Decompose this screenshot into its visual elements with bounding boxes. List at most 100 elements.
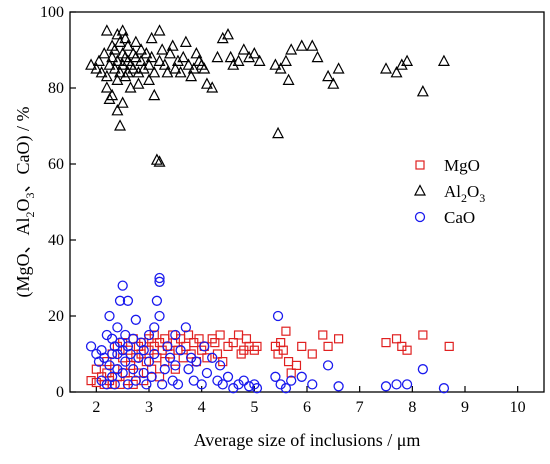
cao-point xyxy=(104,310,115,322)
al2o3-point xyxy=(332,62,345,74)
al2o3-point xyxy=(90,62,103,74)
mgo-point xyxy=(283,357,294,367)
x-tick-label: 2 xyxy=(92,399,100,416)
al2o3-point xyxy=(114,35,127,48)
al2o3-point xyxy=(129,35,142,48)
al2o3-point xyxy=(222,28,234,40)
al2o3-point xyxy=(98,47,111,59)
y-tick-label: 0 xyxy=(56,384,64,401)
cao-point xyxy=(286,375,297,386)
al2o3-point xyxy=(200,77,213,89)
al2o3-point xyxy=(156,43,169,55)
cao-point xyxy=(438,383,450,394)
al2o3-point xyxy=(121,66,134,78)
cao-point xyxy=(106,371,118,382)
mgo-point xyxy=(141,357,151,367)
cao-point xyxy=(401,379,413,390)
al2o3-point xyxy=(306,39,319,51)
cao-point xyxy=(391,379,402,390)
al2o3-point xyxy=(237,43,250,55)
cao-point xyxy=(112,348,123,360)
series-layer xyxy=(85,24,454,394)
cao-point xyxy=(275,379,286,390)
cao-point xyxy=(217,379,228,390)
cao-point xyxy=(185,352,197,363)
al2o3-point xyxy=(132,66,145,78)
al2o3-point xyxy=(119,31,132,44)
cao-point xyxy=(130,314,141,325)
al2o3-point xyxy=(143,73,155,86)
cao-point xyxy=(106,348,118,360)
mgo-point xyxy=(86,376,96,386)
cao-point xyxy=(146,371,157,382)
al2o3-point xyxy=(171,54,184,67)
cao-point xyxy=(238,375,249,386)
y-axis-ticks: 0 20 40 60 80 100 xyxy=(40,4,76,401)
cao-point xyxy=(333,381,344,392)
mgo-point xyxy=(323,341,333,351)
al2o3-point xyxy=(269,58,282,70)
mgo-point xyxy=(215,330,225,340)
cao-point xyxy=(280,383,292,394)
al2o3-point xyxy=(327,77,340,89)
cao-point xyxy=(149,322,160,333)
mgo-point xyxy=(297,341,307,351)
cao-point xyxy=(133,352,144,363)
al2o3-point xyxy=(135,43,148,55)
al2o3-point xyxy=(395,58,408,70)
cao-point xyxy=(272,310,284,322)
al2o3-point xyxy=(148,88,161,101)
al2o3-point xyxy=(166,39,179,51)
al2o3-point xyxy=(232,54,245,67)
legend: MgO Al2O3 CaO xyxy=(414,156,485,227)
cao-point xyxy=(85,341,97,352)
al2o3-point xyxy=(253,54,266,67)
al2o3-point xyxy=(143,58,155,70)
cao-point xyxy=(138,345,149,356)
al2o3-point xyxy=(114,66,127,78)
al2o3-point xyxy=(111,104,124,116)
al2o3-point xyxy=(161,66,174,78)
al2o3-point xyxy=(85,58,98,70)
mgo-point xyxy=(173,345,183,355)
legend-label-al2o3: Al2O3 xyxy=(444,182,485,205)
al2o3-point xyxy=(158,58,171,70)
cao-point xyxy=(214,360,226,371)
cao-point xyxy=(122,341,134,352)
cao-point xyxy=(157,379,168,390)
mgo-point xyxy=(233,330,244,340)
cao-point xyxy=(120,356,131,367)
al2o3-point xyxy=(282,73,295,86)
legend-label-cao: CaO xyxy=(444,208,475,227)
al2o3-point xyxy=(295,39,308,51)
mgo-point xyxy=(170,364,180,374)
series-cao xyxy=(85,272,450,394)
cao-point xyxy=(307,379,318,390)
mgo-point xyxy=(252,341,262,351)
cao-point xyxy=(93,356,105,367)
al2o3-point xyxy=(216,31,229,44)
mgo-point xyxy=(210,338,220,348)
al2o3-point xyxy=(285,43,298,55)
al2o3-point xyxy=(380,62,392,74)
x-axis-ticks: 2 3 4 5 6 7 8 9 10 xyxy=(92,386,526,416)
al2o3-point xyxy=(164,47,177,59)
y-tick-label: 20 xyxy=(48,308,64,325)
al2o3-point xyxy=(401,54,414,67)
al2o3-point xyxy=(92,54,105,67)
series-al2o3 xyxy=(85,24,450,167)
mgo-point xyxy=(228,338,238,348)
cao-point xyxy=(114,295,126,306)
cao-point xyxy=(180,322,192,333)
cao-point xyxy=(117,367,128,379)
al2o3-point xyxy=(135,54,148,67)
al2o3-point xyxy=(148,66,161,78)
legend-item-mgo: MgO xyxy=(415,156,480,175)
al2o3-point xyxy=(174,66,187,78)
cao-point xyxy=(167,375,178,386)
mgo-point xyxy=(402,345,412,355)
al2o3-point xyxy=(137,62,150,74)
al2o3-point xyxy=(182,58,195,70)
cao-point xyxy=(112,322,123,333)
